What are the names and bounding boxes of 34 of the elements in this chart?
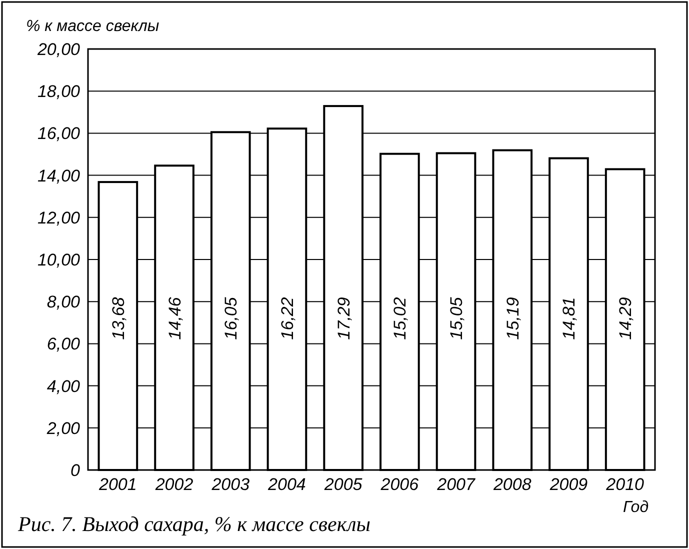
y-tick-label: 6,00 [46,334,81,354]
y-axis-title: % к массе свеклы [26,18,160,35]
x-tick-label: 2005 [323,475,363,494]
y-tick-label: 8,00 [46,292,81,312]
y-tick-label: 10,00 [37,250,81,270]
x-tick-label: 2008 [492,475,532,494]
x-tick-label: 2010 [605,475,645,494]
data-label: 15,02 [390,296,410,340]
data-label: 16,05 [222,296,241,340]
y-tick-label: 16,00 [37,124,81,144]
x-tick-label: 2004 [267,475,306,494]
data-label: 15,05 [447,296,466,340]
y-tick-label: 18,00 [37,82,81,102]
data-label: 17,29 [334,296,354,340]
y-tick-label: 4,00 [46,376,81,396]
x-axis-title: Год [623,499,649,516]
text: Рис. 7. Выход сахара, % к массе свеклы [17,512,370,536]
y-tick-label: 20,00 [36,40,81,59]
x-tick-label: 2007 [436,475,476,494]
data-label: 14,81 [560,297,579,340]
x-tick-label: 2006 [380,475,420,494]
data-label: 16,22 [278,296,297,340]
x-tick-label: 2009 [548,475,588,494]
x-tick-label: 2002 [154,475,194,494]
data-label: 13,68 [108,296,128,340]
y-tick-label: 14,00 [37,166,81,186]
x-tick-label: 2003 [210,475,250,494]
y-tick-label: 12,00 [37,208,81,228]
y-tick-label: 0 [70,460,81,480]
data-label: 15,19 [503,296,522,340]
data-label: 14,46 [165,296,184,340]
data-label: 14,29 [616,296,636,340]
y-tick-label: 2,00 [46,418,81,438]
x-tick-label: 2001 [98,475,137,494]
